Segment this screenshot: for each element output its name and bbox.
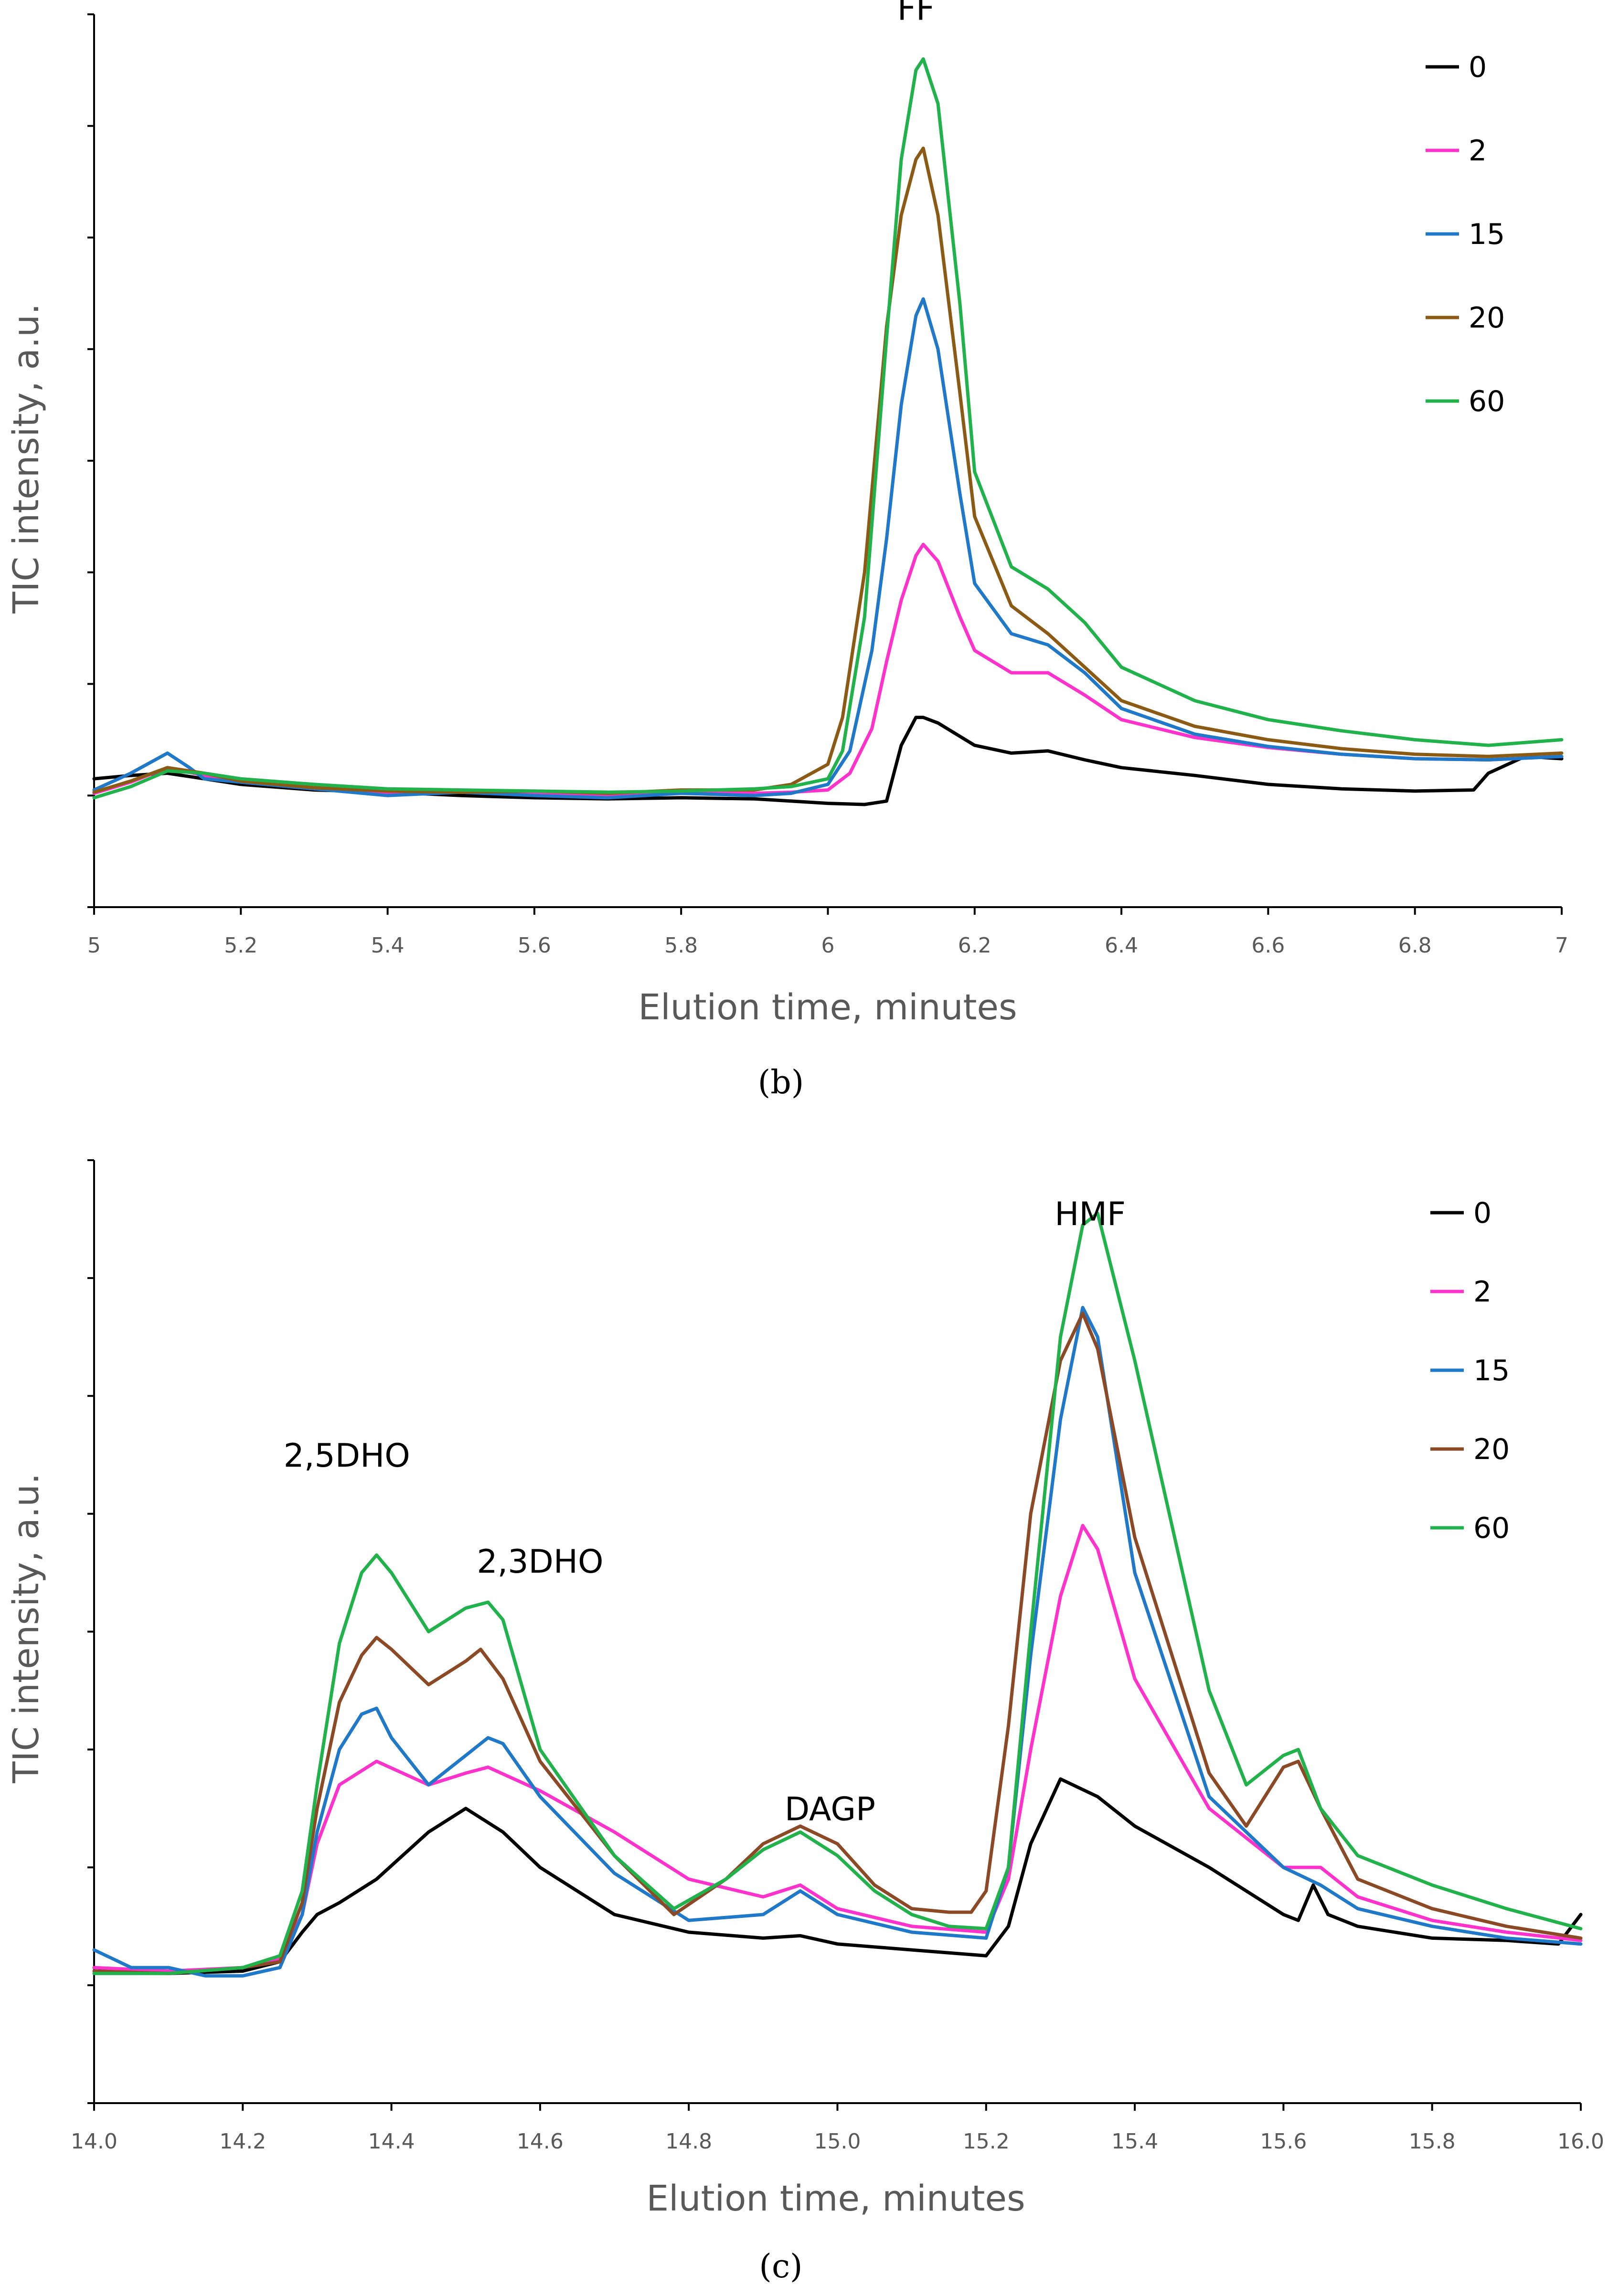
series-line-2 <box>92 1524 1583 1973</box>
x-ticks: 14.0 14.2 14.4 14.6 14.8 15.0 15.2 15.4 15.6 15.8… <box>71 2103 1604 2154</box>
x-tick-label: 16.0 <box>1557 2129 1604 2154</box>
x-tick-label: 15.0 <box>814 2129 861 2154</box>
x-tick-label: 6.2 <box>958 933 991 958</box>
legend-label-15: 15 <box>1473 1354 1510 1387</box>
x-tick-label: 15.8 <box>1409 2129 1456 2154</box>
x-tick-label: 5.8 <box>664 933 698 958</box>
series-line-20 <box>92 1312 1583 1975</box>
x-ticks: 5 5.2 5.4 5.6 5.8 6 6.2 6.4 6.6 6.8 7 <box>87 907 1568 958</box>
x-tick-label: 14.2 <box>219 2129 266 2154</box>
x-tick-label: 6.6 <box>1251 933 1285 958</box>
y-ticks <box>87 13 94 908</box>
x-tick-label: 15.6 <box>1260 2129 1307 2154</box>
x-tick-label: 5.4 <box>371 933 405 958</box>
x-tick-label: 5.2 <box>224 933 257 958</box>
legend-label-0: 0 <box>1469 51 1487 84</box>
x-tick-label: 14.0 <box>71 2129 117 2154</box>
series-line-20 <box>92 147 1564 795</box>
x-tick-label: 6.4 <box>1105 933 1138 958</box>
legend-label-2: 2 <box>1469 134 1487 168</box>
legend-label-60: 60 <box>1473 1512 1510 1545</box>
legend: 0 2 15 20 60 <box>1430 1196 1510 1545</box>
panel-caption: (b) <box>758 1064 804 1101</box>
x-tick-label: 14.8 <box>665 2129 712 2154</box>
legend-label-2: 2 <box>1473 1275 1491 1309</box>
annotation-2-3dho: 2,3DHO <box>477 1543 603 1581</box>
annotation-dagp: DAGP <box>785 1791 875 1829</box>
annotations: HMF 2,5DHO 2,3DHO DAGP <box>284 1196 1126 1829</box>
legend-label-60: 60 <box>1469 385 1505 418</box>
series-line-2 <box>92 542 1564 797</box>
x-axis-label: Elution time, minutes <box>638 987 1017 1028</box>
legend: 0 2 15 20 60 <box>1426 51 1505 418</box>
x-tick-label: 14.4 <box>368 2129 415 2154</box>
legend-label-0: 0 <box>1473 1196 1491 1230</box>
annotation-hmf: HMF <box>1054 1196 1126 1233</box>
annotation-2-5dho: 2,5DHO <box>284 1437 410 1475</box>
x-tick-label: 6.8 <box>1398 933 1432 958</box>
y-axis-label: TIC intensity, a.u. <box>6 303 47 614</box>
series-line-0 <box>92 1777 1583 1975</box>
series-line-60 <box>92 1211 1583 1975</box>
x-tick-label: 7 <box>1555 933 1568 958</box>
panel-caption: (c) <box>759 2248 802 2285</box>
x-tick-label: 15.4 <box>1111 2129 1158 2154</box>
chart-panel-c: 14.0 14.2 14.4 14.6 14.8 15.0 15.2 15.4 15.6 15.8… <box>6 1159 1604 2285</box>
x-axis-label: Elution time, minutes <box>646 2178 1025 2219</box>
x-tick-label: 6 <box>821 933 835 958</box>
x-tick-label: 15.2 <box>963 2129 1010 2154</box>
y-axis-label: TIC intensity, a.u. <box>6 1473 47 1783</box>
series-lines <box>92 57 1564 806</box>
series-lines <box>92 1211 1583 1978</box>
x-tick-label: 5.6 <box>518 933 551 958</box>
legend-label-20: 20 <box>1473 1433 1510 1466</box>
chart-panel-b: 5 5.2 5.4 5.6 5.8 6 6.2 6.4 6.6 6.8 7 FF Elution t… <box>6 0 1568 1101</box>
series-line-15 <box>92 1306 1583 1978</box>
y-ticks <box>87 1159 94 2104</box>
legend-label-20: 20 <box>1469 301 1505 335</box>
legend-label-15: 15 <box>1469 218 1505 251</box>
series-line-60 <box>92 57 1564 800</box>
x-tick-label: 5 <box>87 933 101 958</box>
series-line-15 <box>92 297 1564 800</box>
x-tick-label: 14.6 <box>517 2129 564 2154</box>
annotations: FF <box>897 0 935 28</box>
annotation-ff: FF <box>897 0 935 28</box>
